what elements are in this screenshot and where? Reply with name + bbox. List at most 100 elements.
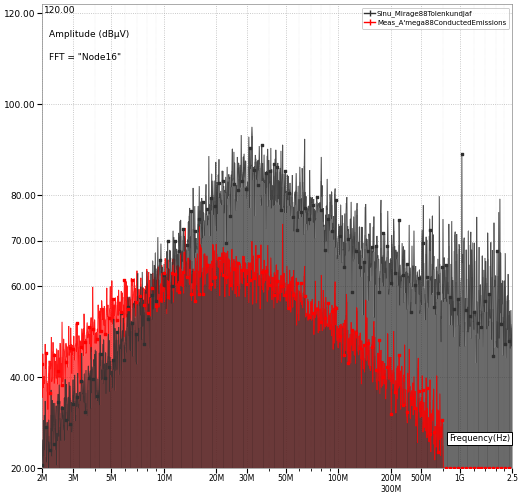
Point [273,163,281,171]
Point [395,351,403,359]
Point [132,330,140,338]
Point [191,297,199,305]
Point [73,319,82,327]
Point [132,298,140,306]
Point [446,464,454,472]
Point [320,314,328,322]
Point [140,301,148,309]
Point [89,374,97,382]
Point [501,464,509,472]
Point [458,150,466,158]
Point [485,290,494,298]
Point [415,387,423,395]
Point [450,464,458,472]
Point [61,358,70,366]
Point [375,288,383,296]
Point [340,263,348,271]
Point [183,273,191,281]
Point [328,228,336,236]
Point [332,196,340,204]
Point [336,232,344,240]
Point [124,303,132,311]
Point [218,271,226,279]
Point [477,323,486,331]
Point [163,293,172,301]
Point [485,464,494,472]
Point [147,284,156,292]
Point [93,335,101,343]
Point [242,280,250,288]
Point [179,226,187,234]
Point [210,273,219,281]
Point [97,350,105,358]
Point [301,292,309,300]
Point [281,291,289,299]
Point [399,401,407,409]
Point [426,430,435,438]
Point [65,420,74,428]
Point [297,208,305,216]
Point [58,404,66,412]
Point [58,381,66,389]
Point [442,464,450,472]
Point [53,398,62,406]
Point [309,202,317,210]
Point [265,167,274,175]
Point [359,258,368,266]
Text: FFT = "Node16": FFT = "Node16" [49,53,121,62]
Point [171,237,179,245]
Point [38,461,46,469]
Point [128,320,137,328]
Point [160,269,168,277]
Point [218,177,226,185]
Point [175,288,184,296]
Point [391,388,399,396]
Point [383,364,391,372]
Point [50,351,58,359]
Point [285,304,293,312]
Point [473,319,482,327]
Point [100,374,109,382]
Point [187,290,195,298]
Point [293,226,301,234]
Point [202,261,211,269]
Point [273,277,281,285]
Point [230,180,238,188]
Point [46,446,54,454]
Point [454,464,462,472]
Point [105,363,113,371]
Point [391,269,399,277]
Point [238,177,246,185]
Point [344,235,352,243]
Point [289,213,297,221]
Point [297,279,305,287]
Point [371,366,380,374]
Point [309,309,317,317]
Point [167,269,176,277]
Point [97,327,105,335]
Point [214,179,223,187]
Point [465,464,474,472]
Point [155,295,164,303]
Point [195,215,203,223]
Point [438,416,447,424]
Point [411,281,419,289]
Point [320,246,328,254]
Point [85,374,93,382]
Point [69,345,77,353]
Point [89,325,97,333]
Point [265,281,274,289]
Point [430,428,439,436]
Point [454,295,462,303]
Point [269,291,278,299]
Point [403,408,411,416]
Point [69,400,77,408]
Point [50,440,58,448]
Point [371,242,380,250]
Point [73,393,82,401]
Point [202,205,211,213]
Point [336,333,344,341]
Text: 120.00: 120.00 [44,6,76,15]
Point [363,247,372,255]
Point [230,265,238,273]
